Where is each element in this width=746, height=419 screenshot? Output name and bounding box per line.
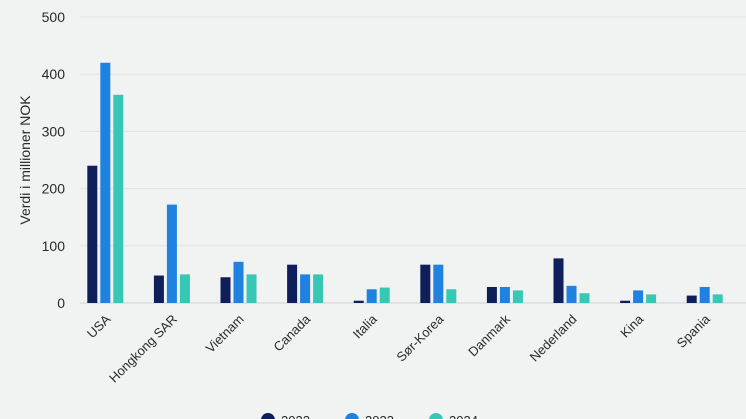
x-category-label: USA	[84, 311, 114, 341]
bar[interactable]	[553, 258, 564, 303]
gridlines	[80, 16, 746, 304]
bar[interactable]	[620, 300, 631, 303]
bar[interactable]	[166, 204, 177, 303]
y-axis-ticks: 0 100 200 300 400 500	[42, 9, 66, 311]
bar[interactable]	[712, 294, 723, 303]
bar[interactable]	[486, 286, 497, 303]
legend-label: 2023	[365, 413, 394, 419]
y-tick-label: 100	[42, 238, 66, 254]
legend-label: 2024	[449, 413, 478, 419]
y-tick-label: 300	[42, 123, 66, 139]
bar[interactable]	[633, 290, 644, 303]
bar[interactable]	[353, 300, 364, 303]
y-tick-label: 500	[42, 9, 66, 25]
bar[interactable]	[379, 287, 390, 303]
legend-item[interactable]: 2024	[429, 413, 478, 419]
bar[interactable]	[646, 294, 657, 303]
x-category-label: Danmark	[465, 311, 513, 359]
bar[interactable]	[433, 264, 444, 303]
bar[interactable]	[366, 289, 377, 303]
x-category-label: Vietnam	[202, 312, 246, 356]
legend-label: 2022	[281, 413, 310, 419]
y-tick-label: 200	[42, 181, 66, 197]
bar[interactable]	[699, 286, 710, 303]
bar[interactable]	[287, 264, 298, 303]
x-category-label: Canada	[270, 311, 313, 354]
bar[interactable]	[499, 286, 510, 303]
x-category-label: Italia	[350, 311, 381, 342]
bar[interactable]	[579, 293, 590, 303]
bar[interactable]	[113, 94, 124, 304]
bar[interactable]	[446, 289, 457, 303]
bars	[87, 62, 723, 304]
bar[interactable]	[179, 274, 190, 303]
x-category-label: Hongkong SAR	[106, 312, 180, 386]
bar[interactable]	[246, 274, 257, 303]
legend-marker	[429, 413, 443, 419]
legend-item[interactable]: 2023	[345, 413, 394, 419]
bar[interactable]	[566, 285, 577, 303]
bar[interactable]	[153, 275, 164, 303]
x-category-label: Spania	[674, 311, 714, 351]
bar[interactable]	[87, 165, 98, 303]
x-category-label: Nederland	[527, 312, 580, 365]
bar[interactable]	[300, 274, 311, 303]
bar[interactable]	[420, 264, 431, 303]
x-category-label: Kina	[617, 311, 647, 341]
legend[interactable]: 2022 2023 2024	[261, 413, 478, 419]
legend-marker	[345, 413, 359, 419]
y-tick-label: 0	[57, 295, 65, 311]
y-axis-label: Verdi i millioner NOK	[17, 95, 33, 225]
legend-marker	[261, 413, 275, 419]
x-category-label: Sør-Korea	[393, 311, 447, 365]
bar[interactable]	[220, 277, 231, 303]
legend-item[interactable]: 2022	[261, 413, 310, 419]
bar[interactable]	[686, 295, 697, 303]
bar[interactable]	[100, 62, 111, 304]
y-tick-label: 400	[42, 66, 66, 82]
bar[interactable]	[233, 261, 244, 303]
bar[interactable]	[512, 290, 523, 303]
bar[interactable]	[313, 274, 324, 303]
